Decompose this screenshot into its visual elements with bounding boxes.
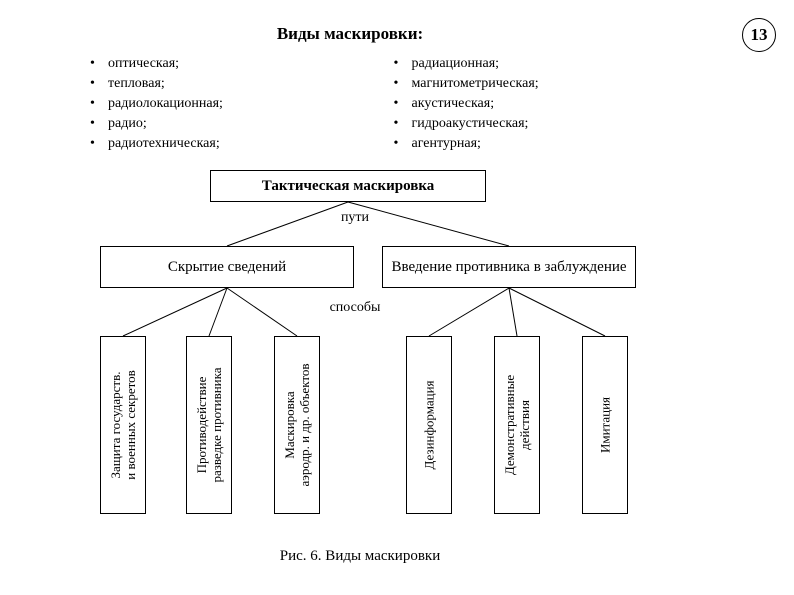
list-item: радио;	[90, 114, 390, 134]
list-left: оптическая;тепловая;радиолокационная;рад…	[90, 54, 390, 154]
level2-node-hide: Скрытие сведений	[100, 246, 354, 288]
leaf-label: Противодействиеразведке противника	[194, 367, 224, 482]
leaf-label: Демонстративныедействия	[502, 375, 532, 475]
list-right: радиационная;магнитометрическая;акустиче…	[394, 54, 594, 154]
root-label: Тактическая маскировка	[262, 178, 435, 195]
leaf-node: Демонстративныедействия	[494, 336, 540, 514]
root-node: Тактическая маскировка	[210, 170, 486, 202]
leaf-node: Маскировкааэродр. и др. объектов	[274, 336, 320, 514]
level2-label: Скрытие сведений	[168, 259, 286, 276]
leaf-label: Защита государств.и военных секретов	[108, 370, 138, 480]
level2-label: Введение противника в заблуждение	[391, 259, 626, 276]
leaf-label: Имитация	[598, 397, 613, 453]
figure-caption: Рис. 6. Виды маскировки	[200, 548, 520, 565]
list-item: тепловая;	[90, 74, 390, 94]
list-item: гидроакустическая;	[394, 114, 594, 134]
list-item: радиотехническая;	[90, 134, 390, 154]
list-item: акустическая;	[394, 94, 594, 114]
leaf-node: Защита государств.и военных секретов	[100, 336, 146, 514]
list-item: радиационная;	[394, 54, 594, 74]
leaf-label: Маскировкааэродр. и др. объектов	[282, 364, 312, 487]
type-lists: оптическая;тепловая;радиолокационная;рад…	[90, 54, 650, 154]
list-item: оптическая;	[90, 54, 390, 74]
list-item: радиолокационная;	[90, 94, 390, 114]
page-number-badge: 13	[742, 18, 776, 52]
list-item: агентурная;	[394, 134, 594, 154]
page: 13 Виды маскировки: оптическая;тепловая;…	[0, 0, 794, 595]
list-item: магнитометрическая;	[394, 74, 594, 94]
paths-label: пути	[325, 210, 385, 226]
leaf-label: Дезинформация	[422, 380, 437, 469]
leaf-node: Дезинформация	[406, 336, 452, 514]
leaf-node: Противодействиеразведке противника	[186, 336, 232, 514]
page-title: Виды маскировки:	[0, 24, 700, 44]
leaf-node: Имитация	[582, 336, 628, 514]
level2-node-deceive: Введение противника в заблуждение	[382, 246, 636, 288]
methods-label: способы	[315, 300, 395, 316]
